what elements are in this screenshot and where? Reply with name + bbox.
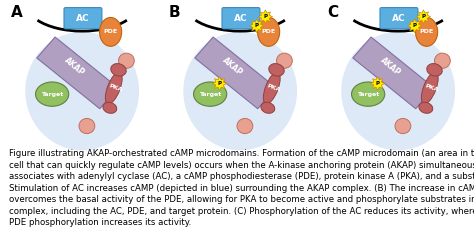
Text: PDE: PDE [262,29,276,34]
Ellipse shape [421,72,438,104]
Text: PKA: PKA [266,83,281,93]
Ellipse shape [341,32,455,150]
Text: AKAP: AKAP [220,56,244,78]
Polygon shape [250,19,264,33]
Text: Target: Target [41,92,63,97]
Text: AC: AC [76,14,90,23]
Text: P: P [255,23,259,28]
FancyBboxPatch shape [64,7,102,29]
Ellipse shape [276,53,292,68]
Ellipse shape [395,118,411,134]
Polygon shape [371,77,385,90]
Text: C: C [327,5,338,20]
Text: P: P [375,81,380,86]
Polygon shape [258,10,273,24]
Text: AKAP: AKAP [378,56,402,78]
Ellipse shape [79,118,95,134]
Ellipse shape [257,17,280,46]
Ellipse shape [103,102,117,113]
Text: AC: AC [392,14,406,23]
Ellipse shape [261,102,275,113]
Text: P: P [413,23,417,28]
Text: AKAP: AKAP [63,56,86,78]
Ellipse shape [118,53,134,68]
Ellipse shape [105,72,122,104]
Polygon shape [37,37,118,109]
Polygon shape [212,77,227,90]
Polygon shape [353,37,434,109]
Ellipse shape [427,64,442,76]
Ellipse shape [264,72,280,104]
Text: P: P [421,14,426,19]
Polygon shape [195,37,276,109]
Ellipse shape [183,32,297,150]
Ellipse shape [25,32,139,150]
Text: Target: Target [199,92,221,97]
Ellipse shape [352,82,385,106]
Text: A: A [11,5,23,20]
Ellipse shape [193,82,227,106]
Text: PDE: PDE [419,29,434,34]
Text: PKA: PKA [108,83,123,93]
Ellipse shape [111,64,126,76]
FancyBboxPatch shape [222,7,260,29]
Ellipse shape [36,82,69,106]
Text: Figure illustrating AKAP-orchestrated cAMP microdomains. Formation of the cAMP m: Figure illustrating AKAP-orchestrated cA… [9,149,474,227]
Text: Target: Target [357,92,379,97]
Ellipse shape [237,118,253,134]
Ellipse shape [269,64,284,76]
Text: P: P [218,81,222,86]
Polygon shape [408,19,422,33]
Text: B: B [169,5,181,20]
Ellipse shape [100,17,122,46]
Ellipse shape [416,17,438,46]
Text: PKA: PKA [424,83,439,93]
Text: P: P [264,14,267,19]
Text: PDE: PDE [103,29,118,34]
FancyBboxPatch shape [380,7,418,29]
Ellipse shape [435,53,450,68]
Polygon shape [416,10,430,24]
Ellipse shape [419,102,433,113]
Text: AC: AC [234,14,248,23]
